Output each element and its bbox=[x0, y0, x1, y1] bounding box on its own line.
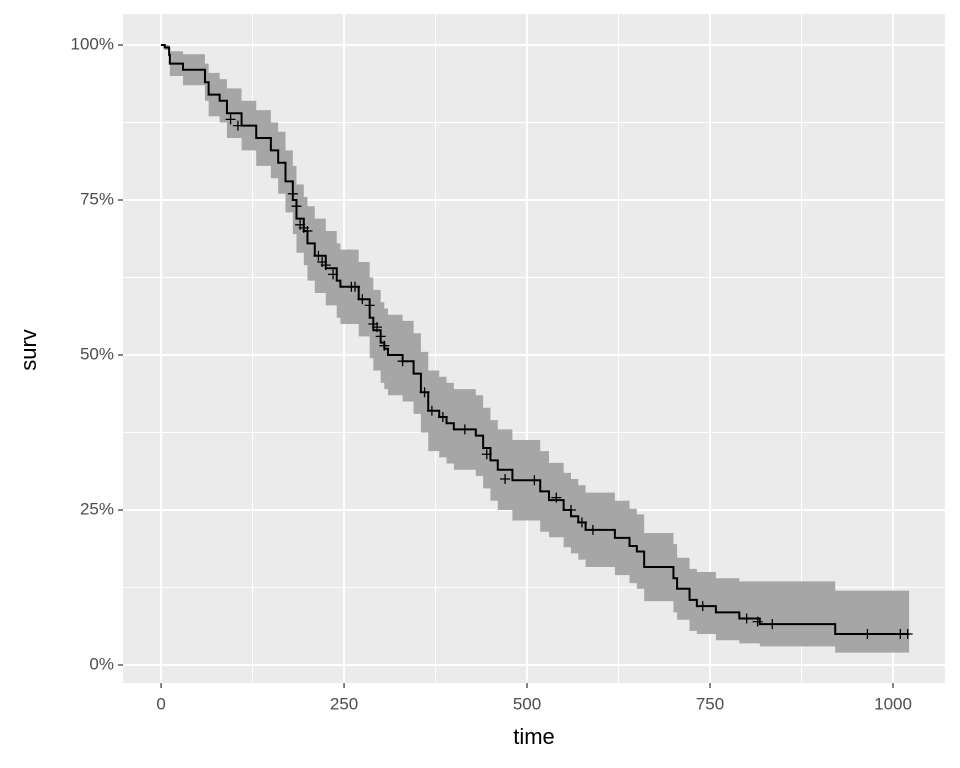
x-tick-label: 250 bbox=[330, 694, 358, 713]
censor-mark bbox=[767, 619, 778, 630]
censor-mark bbox=[862, 629, 873, 640]
censor-mark bbox=[287, 188, 298, 199]
censor-mark bbox=[500, 474, 511, 485]
censor-mark bbox=[437, 412, 448, 423]
censor-mark bbox=[364, 300, 375, 311]
y-tick-label: 100% bbox=[71, 34, 114, 53]
censor-mark bbox=[902, 629, 913, 640]
censor-mark bbox=[375, 331, 386, 342]
censor-mark bbox=[459, 424, 470, 435]
censor-mark bbox=[379, 340, 390, 351]
survival-line bbox=[161, 44, 910, 636]
censor-mark bbox=[426, 405, 437, 416]
y-tick-label: 25% bbox=[80, 499, 114, 518]
censor-mark bbox=[350, 281, 361, 292]
x-tick-label: 1000 bbox=[874, 694, 912, 713]
censor-mark bbox=[225, 114, 236, 125]
y-tick-label: 50% bbox=[80, 344, 114, 363]
censor-mark bbox=[576, 517, 587, 528]
confidence-band bbox=[161, 45, 910, 653]
censor-mark bbox=[741, 613, 752, 624]
censor-mark bbox=[397, 356, 408, 367]
y-tick-label: 75% bbox=[80, 189, 114, 208]
x-axis-title: time bbox=[513, 724, 555, 749]
censor-mark bbox=[419, 387, 430, 398]
x-tick-label: 500 bbox=[513, 694, 541, 713]
censor-mark bbox=[328, 269, 339, 280]
censor-mark bbox=[302, 226, 313, 237]
censor-mark bbox=[551, 492, 562, 503]
censor-mark bbox=[371, 322, 382, 333]
censor-mark bbox=[565, 505, 576, 516]
y-axis-title: surv bbox=[16, 329, 41, 371]
censor-mark bbox=[232, 120, 243, 131]
censor-mark bbox=[529, 475, 540, 486]
x-tick-label: 0 bbox=[156, 694, 165, 713]
censor-mark bbox=[291, 201, 302, 212]
censor-mark bbox=[481, 449, 492, 460]
censor-mark bbox=[357, 294, 368, 305]
censor-mark bbox=[313, 250, 324, 261]
y-tick-label: 0% bbox=[89, 655, 114, 674]
censor-mark bbox=[697, 601, 708, 612]
censor-mark bbox=[587, 524, 598, 535]
censor-mark bbox=[320, 260, 331, 271]
x-tick-label: 750 bbox=[696, 694, 724, 713]
censor-mark bbox=[752, 616, 763, 627]
